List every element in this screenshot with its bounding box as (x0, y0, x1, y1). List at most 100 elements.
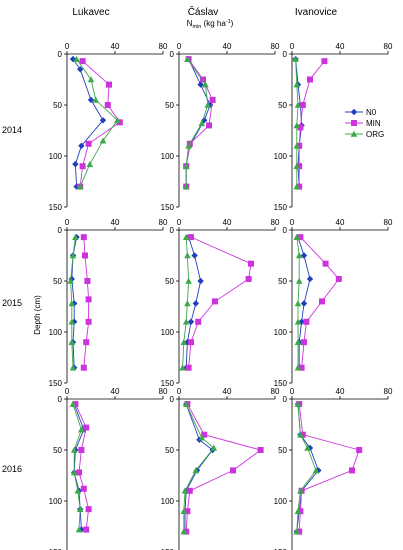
data-point-org (295, 252, 303, 259)
data-point-min (83, 526, 90, 533)
data-point-org (68, 318, 76, 325)
data-point-org (68, 300, 76, 307)
y-tick-label: 100 (161, 497, 175, 506)
data-point-min (85, 318, 92, 325)
data-point-org (69, 364, 77, 371)
data-point-org (182, 162, 190, 169)
x-tick-label: 40 (336, 218, 345, 227)
y-tick-label: 50 (278, 446, 287, 455)
data-point-org (294, 318, 302, 325)
data-point-org (198, 120, 206, 127)
data-point-min (303, 318, 310, 325)
data-point-min (186, 487, 193, 494)
data-point-org (114, 117, 121, 124)
x-tick-label: 80 (159, 387, 168, 396)
data-point-min (83, 339, 90, 346)
x-tick-label: 40 (111, 42, 120, 51)
data-point-org (182, 318, 190, 325)
data-point-min (296, 183, 303, 190)
panel-lukavec-2016: 0 40 80 0 50 100 150 (49, 387, 168, 550)
data-point-org (184, 252, 191, 259)
x-tick-label: 40 (336, 387, 345, 396)
data-point-min (195, 318, 202, 325)
data-point-org (87, 76, 95, 83)
data-point-org (69, 400, 77, 407)
data-point-org (294, 300, 302, 307)
data-point-min (80, 485, 87, 492)
data-point-min (206, 122, 212, 129)
legend-item-org: ORG (345, 130, 384, 139)
panel-lukavec-2015: 0 40 80 0 50 100 150 (49, 218, 168, 388)
legend-label-min: MIN (366, 119, 381, 128)
x-axis-label-symbol: N (187, 19, 193, 28)
data-point-min (79, 163, 86, 170)
x-tick-label: 0 (177, 218, 182, 227)
x-tick-label: 80 (159, 42, 168, 51)
data-point-min (248, 260, 254, 267)
data-point-org (180, 338, 188, 345)
data-point-org (304, 444, 311, 451)
x-axis-label-subscript: min (192, 24, 201, 30)
y-tick-label: 0 (170, 226, 175, 235)
y-tick-label: 0 (58, 226, 63, 235)
data-point-min (184, 508, 191, 515)
data-point-min (307, 76, 313, 83)
data-point-org (294, 338, 302, 345)
data-point-org (73, 55, 80, 62)
site-title-lukavec: Lukavec (72, 7, 109, 18)
data-point-org (293, 142, 301, 149)
data-point-min (245, 275, 252, 282)
panel-lukavec-2014: 0 40 80 0 50 100 150 (49, 42, 168, 212)
data-point-min (85, 296, 92, 303)
data-point-org (204, 101, 212, 108)
data-point-min (80, 234, 87, 241)
y-tick-label: 0 (283, 395, 288, 404)
data-point-n0 (197, 277, 204, 285)
x-tick-label: 0 (290, 387, 295, 396)
data-point-org (180, 507, 188, 514)
y-tick-label: 100 (161, 152, 175, 161)
x-tick-label: 0 (65, 42, 70, 51)
data-point-min (297, 234, 304, 241)
data-point-min (301, 339, 307, 346)
data-point-org (202, 81, 209, 88)
y-tick-label: 100 (49, 497, 63, 506)
data-point-org (181, 487, 189, 494)
data-point-org (182, 400, 190, 407)
x-tick-label: 0 (65, 387, 70, 396)
data-point-org (185, 277, 192, 284)
data-point-n0 (192, 300, 199, 307)
data-point-n0 (99, 117, 107, 124)
x-axis-label: Nmin (kg ha-1) (187, 19, 234, 30)
x-tick-label: 40 (223, 42, 232, 51)
data-point-min (356, 447, 363, 453)
data-point-org (312, 467, 320, 474)
data-point-org (92, 96, 100, 103)
data-point-org (185, 142, 192, 149)
y-tick-label: 0 (58, 395, 63, 404)
data-point-min (83, 424, 90, 431)
data-point-min (296, 142, 303, 149)
data-point-org (74, 487, 82, 494)
data-point-org (293, 122, 301, 129)
data-point-org (184, 300, 191, 307)
data-point-org (297, 431, 304, 438)
data-point-min (349, 467, 355, 474)
y-tick-label: 0 (58, 50, 63, 59)
data-point-min (79, 58, 86, 65)
data-point-min (297, 124, 304, 131)
x-tick-label: 80 (271, 387, 280, 396)
data-point-min (299, 431, 306, 438)
data-point-n0 (191, 252, 198, 259)
x-tick-label: 80 (384, 42, 393, 51)
x-tick-label: 0 (65, 218, 70, 227)
data-point-org (294, 507, 302, 514)
y-axis-label: Depth (cm) (33, 295, 42, 335)
data-point-min (321, 58, 328, 65)
site-title-ivanovice: Ivanovice (295, 7, 338, 18)
y-tick-label: 100 (49, 328, 63, 337)
legend-item-min: MIN (345, 119, 381, 128)
data-point-org (293, 528, 301, 535)
